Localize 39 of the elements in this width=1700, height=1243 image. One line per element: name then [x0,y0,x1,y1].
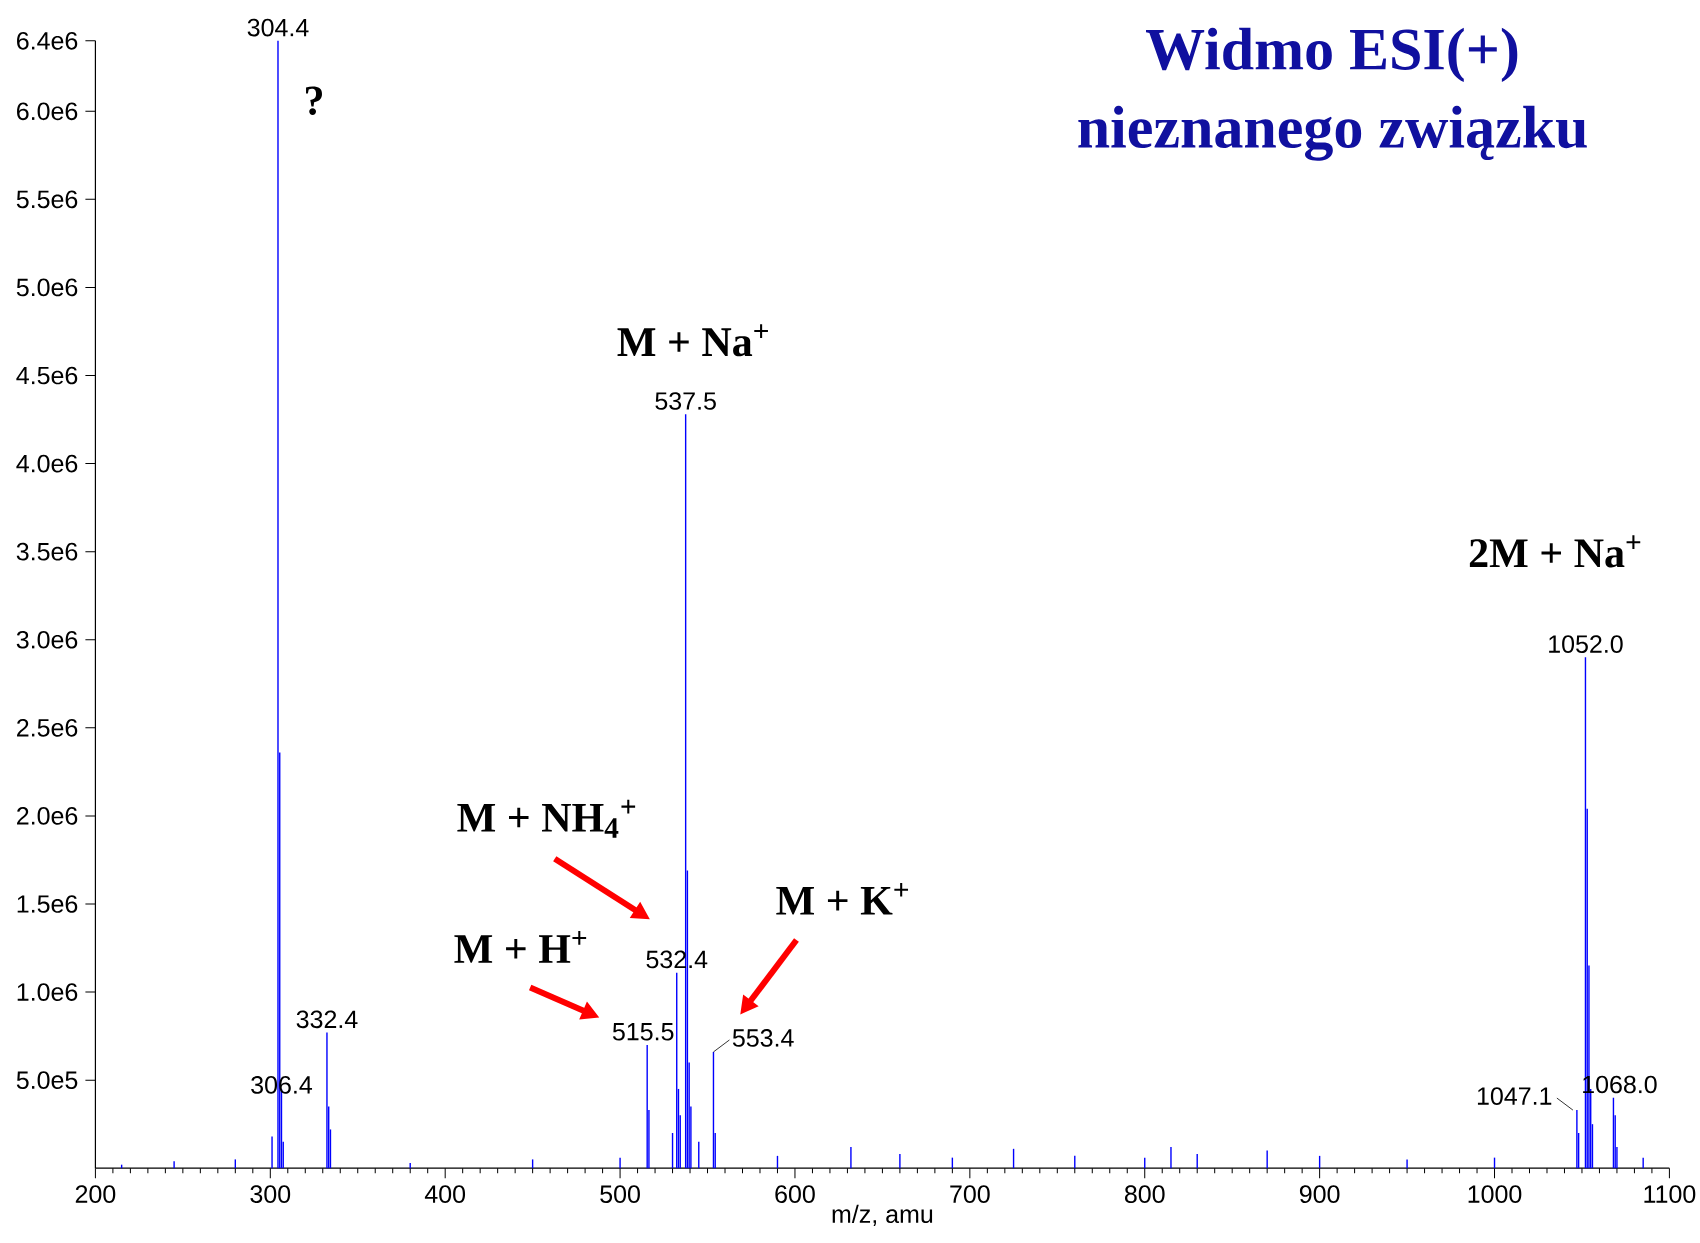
x-tick-label: 1100 [1644,1185,1696,1203]
y-tick-label: 1.5e6 [17,895,78,913]
chart-title: Widmo ESI(+) [1146,27,1518,83]
y-tick-label: 2.5e6 [17,718,78,737]
x-tick-label: 200 [75,1185,116,1203]
annotation: 553.4 [732,1029,794,1047]
x-tick-label: 1000 [1468,1185,1522,1203]
x-tick-label: 600 [775,1185,815,1203]
annotation: M + K$^{+}$ [776,882,909,915]
annotation: 2M + Na$^{+}$ [1469,535,1641,568]
y-tick-label: 6.4e6 [17,31,78,50]
y-tick-label: 5.0e6 [16,278,78,297]
y-tick-label: 4.5e6 [16,366,78,385]
annotation: 537.5 [655,392,716,410]
text: nieznanego związku [1078,105,1587,161]
y-tick-label: 1.0e6 [17,983,78,1001]
annotation: M + NH$_{4}$+ [457,799,636,838]
y-tick-label: 3.5e6 [16,542,78,561]
x-tick-label: 400 [424,1185,466,1203]
annotation: M + H$^{+}$ [454,931,587,963]
x-tick-label: 800 [1124,1185,1165,1203]
y-tick-label: 4.0e6 [16,454,78,473]
annotation: M + Na$^{+}$ [617,324,768,357]
x-tick-label: 700 [950,1185,990,1203]
y-tick-label: 5.0e5 [16,1071,78,1089]
y-tick-label: 5.5e6 [16,190,78,209]
annotation: ? [306,86,322,116]
y-tick-label: 3.0e6 [16,630,78,649]
x-tick-label: 500 [600,1185,640,1203]
x-tick-label: 300 [250,1185,291,1203]
y-tick-label: 2.0e6 [17,807,78,825]
x-axis-title: m/z, amu [832,1204,933,1227]
x-tick-label: 900 [1299,1185,1340,1203]
annotation: 515.5 [612,1023,674,1041]
annotation: 332.4 [296,1010,358,1029]
annotation: 1052.0 [1549,635,1623,653]
annotation: 304.4 [247,18,309,37]
annotation: 1047.1 [1477,1087,1552,1105]
y-tick-label: 6.0e6 [17,102,78,121]
